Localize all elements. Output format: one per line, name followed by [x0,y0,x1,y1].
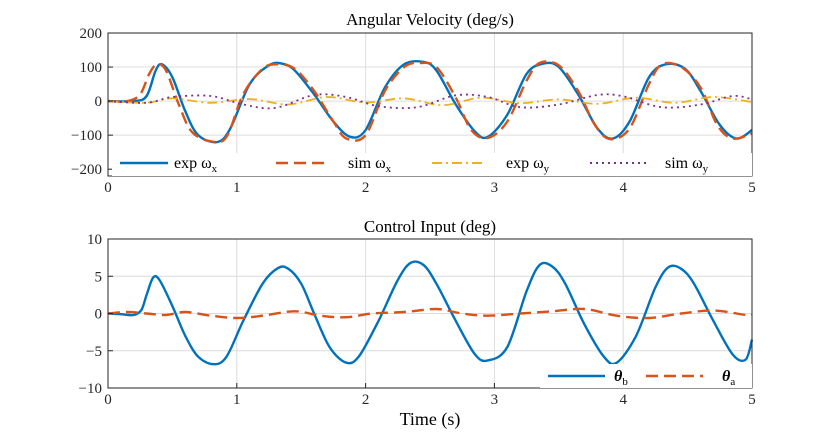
control-ticks: 0 1 2 3 4 5 10 5 0 −5 −10 [79,232,756,408]
velocity-panel: 0 1 2 3 4 5 200 100 0 −100 −200 Angular Velocity (… [71,10,756,196]
y-tick-label: −5 [86,344,102,360]
y-tick-label: 5 [95,269,103,285]
legend-label-exp-omega-y: exp ωy [506,155,550,175]
y-tick-label: 100 [80,60,103,76]
control-series [107,260,754,366]
legend-label-sim-omega-x: sim ωx [348,155,392,175]
x-tick-label: 3 [491,180,499,196]
y-tick-label: −100 [71,128,102,144]
velocity-legend-box [112,153,752,176]
x-tick-label: 2 [362,180,370,196]
x-tick-label: 5 [748,180,756,196]
legend-label-sim-omega-y: sim ωy [665,155,709,175]
x-tick-label: 1 [233,180,241,196]
legend-label-exp-omega-x: exp ωx [174,155,218,175]
x-tick-label: 4 [619,180,627,196]
y-tick-label: 0 [95,94,103,110]
control-legend: θb θa [540,364,752,388]
x-tick-label: 1 [233,392,241,408]
velocity-plot-area [108,33,752,176]
velocity-series [107,59,753,144]
y-tick-label: 0 [95,307,103,323]
velocity-ticks: 0 1 2 3 4 5 200 100 0 −100 −200 [71,26,756,196]
y-tick-label: −200 [71,162,102,178]
x-tick-label: 0 [104,392,112,408]
y-tick-label: 10 [87,232,102,248]
legend-label-theta-b: θb [614,368,628,388]
series-line--b [107,260,754,366]
x-tick-label: 0 [104,180,112,196]
x-tick-label: 2 [362,392,370,408]
series-line-exp-x [107,59,753,144]
series-line--a [107,307,753,320]
x-tick-label: 5 [748,392,756,408]
velocity-title: Angular Velocity (deg/s) [346,10,514,29]
y-tick-label: −10 [79,381,102,397]
y-tick-label: 200 [80,26,103,42]
x-tick-label: 4 [619,392,627,408]
series-line-exp-y [107,96,753,107]
velocity-legend: exp ωx sim ωx exp ωy sim ωy [112,153,752,176]
x-tick-label: 3 [491,392,499,408]
control-panel: 0 1 2 3 4 5 10 5 0 −5 −10 Control Input (deg) Time… [79,217,756,430]
legend-label-theta-a: θa [722,368,735,388]
series-line-sim-x [107,60,753,144]
time-axis-label: Time (s) [400,409,461,430]
control-title: Control Input (deg) [364,217,496,236]
